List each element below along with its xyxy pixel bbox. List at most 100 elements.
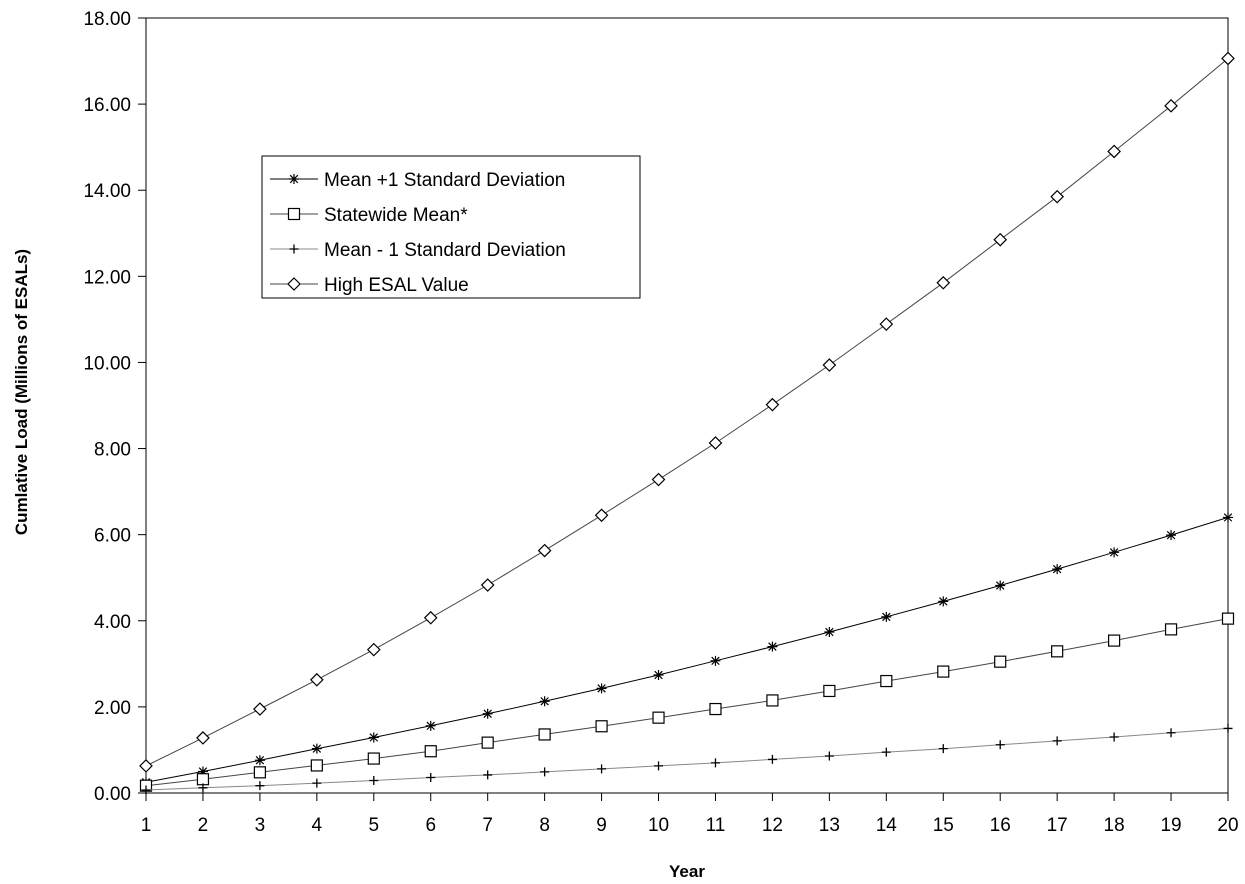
y-tick-label: 6.00 [94, 526, 131, 547]
data-point-series-3 [483, 770, 493, 780]
data-point-series-3 [995, 740, 1005, 750]
data-point-series-2 [1221, 612, 1235, 625]
x-tick-label: 2 [198, 815, 209, 836]
data-point-series-2 [538, 728, 551, 741]
y-tick-label: 2.00 [94, 698, 131, 719]
series-line-2 [145, 618, 1229, 787]
x-tick-label: 12 [762, 815, 783, 836]
data-point-series-2 [481, 736, 494, 749]
x-tick-label: 15 [933, 815, 954, 836]
y-tick-label: 0.00 [94, 784, 131, 805]
data-point-series-4 [1107, 144, 1121, 159]
data-point-series-2 [196, 773, 210, 786]
data-point-series-4 [196, 731, 210, 745]
data-point-series-3 [255, 781, 265, 791]
legend-label: High ESAL Value [324, 275, 469, 296]
data-point-series-3 [767, 754, 777, 764]
data-point-series-3 [1052, 736, 1062, 746]
data-point-series-2 [652, 711, 665, 724]
legend-label: Mean +1 Standard Deviation [324, 170, 565, 191]
data-point-series-4 [366, 642, 381, 657]
series-line-1 [145, 516, 1229, 783]
y-tick-label: 14.00 [83, 181, 131, 202]
data-point-series-2 [1164, 623, 1178, 636]
legend-marker [287, 277, 301, 291]
data-point-series-4 [1050, 189, 1065, 204]
data-point-series-3 [824, 751, 834, 761]
data-point-series-1 [767, 641, 778, 652]
data-point-series-2 [1108, 634, 1121, 647]
legend-marker [289, 244, 299, 254]
data-point-series-4 [765, 397, 780, 412]
y-tick-label: 16.00 [83, 95, 131, 116]
data-point-series-4 [253, 702, 267, 716]
data-point-series-1 [254, 755, 265, 766]
x-tick-label: 7 [482, 815, 493, 836]
data-point-series-2 [595, 720, 608, 733]
data-point-series-3 [881, 747, 891, 757]
x-tick-label: 9 [596, 815, 607, 836]
data-point-series-1 [824, 626, 835, 637]
data-point-series-4 [309, 672, 324, 687]
y-tick-label: 12.00 [83, 267, 131, 288]
data-point-series-1 [368, 732, 379, 743]
data-point-series-2 [937, 665, 950, 678]
y-tick-label: 18.00 [83, 9, 131, 30]
data-point-series-3 [1223, 723, 1233, 733]
data-point-series-4 [480, 578, 495, 592]
data-point-series-1 [710, 655, 721, 666]
data-point-series-1 [1052, 564, 1063, 575]
data-point-series-4 [1164, 98, 1178, 113]
data-point-series-2 [880, 674, 893, 688]
data-point-series-1 [482, 708, 493, 719]
data-point-series-3 [654, 761, 664, 771]
legend-marker [289, 174, 299, 184]
data-point-series-1 [1166, 530, 1177, 541]
data-point-series-4 [708, 436, 723, 450]
data-point-series-3 [369, 776, 379, 786]
data-point-series-1 [596, 683, 607, 694]
legend-label: Statewide Mean* [324, 205, 468, 226]
data-point-series-3 [426, 773, 436, 782]
data-point-series-4 [423, 610, 438, 625]
legend-box [261, 155, 641, 299]
data-point-series-2 [310, 759, 323, 772]
x-tick-label: 13 [819, 815, 840, 836]
x-tick-label: 18 [1104, 815, 1125, 836]
data-point-series-3 [597, 764, 607, 774]
data-point-series-1 [311, 743, 322, 754]
data-point-series-4 [879, 317, 894, 331]
data-point-series-2 [766, 694, 779, 707]
x-axis-title: Year [669, 862, 705, 881]
x-tick-label: 3 [255, 815, 266, 836]
x-tick-label: 20 [1217, 815, 1238, 836]
data-point-series-4 [594, 508, 609, 523]
series-line-4 [145, 58, 1229, 767]
x-tick-label: 4 [312, 815, 323, 836]
data-point-series-2 [367, 752, 380, 765]
x-tick-label: 17 [1047, 815, 1068, 836]
data-point-series-2 [994, 655, 1007, 668]
data-point-series-4 [936, 275, 951, 290]
data-point-series-1 [938, 596, 949, 607]
y-tick-label: 10.00 [83, 353, 131, 374]
x-tick-label: 11 [706, 815, 726, 836]
data-point-series-2 [823, 684, 836, 698]
y-tick-label: 8.00 [94, 440, 131, 461]
data-point-series-2 [709, 702, 722, 716]
x-tick-label: 6 [425, 815, 436, 836]
data-point-series-1 [425, 720, 436, 731]
data-point-series-3 [141, 785, 151, 795]
data-point-series-2 [1051, 645, 1064, 658]
data-point-series-2 [424, 745, 437, 758]
data-point-series-4 [139, 759, 153, 773]
y-axis-title: Cumlative Load (Millions of ESALs) [12, 249, 31, 535]
x-tick-label: 10 [648, 815, 669, 836]
x-tick-label: 14 [876, 815, 898, 836]
data-point-series-1 [995, 580, 1006, 591]
data-point-series-2 [253, 766, 266, 779]
data-point-series-4 [822, 358, 837, 372]
data-point-series-3 [198, 783, 208, 793]
